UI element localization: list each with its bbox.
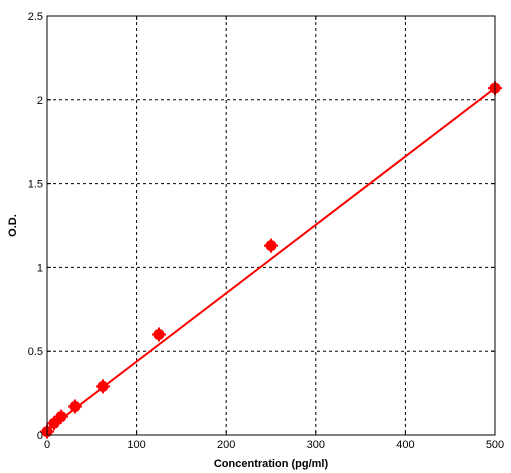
y-tick-label: 2.5 bbox=[28, 11, 43, 23]
axis-ticks: 0 100 200 300 400 500 0 0.5 1 1.5 2 2.5 bbox=[28, 11, 504, 451]
plot-frame bbox=[46, 15, 496, 436]
y-tick-label: 0 bbox=[37, 430, 43, 442]
x-tick-label: 300 bbox=[307, 439, 325, 451]
y-tick-label: 1 bbox=[37, 262, 43, 274]
x-axis-title: Concentration (pg/ml) bbox=[214, 458, 329, 470]
data-point-marker bbox=[53, 409, 68, 424]
data-point-marker bbox=[68, 399, 82, 414]
y-tick-label: 2 bbox=[37, 95, 43, 107]
x-tick-label: 400 bbox=[396, 439, 414, 451]
fit-line-group bbox=[46, 87, 496, 431]
y-tick-label: 0.5 bbox=[28, 346, 43, 358]
data-points bbox=[40, 81, 502, 439]
x-tick-label: 500 bbox=[486, 439, 504, 451]
data-point-marker bbox=[264, 238, 278, 253]
data-point-marker bbox=[96, 379, 110, 394]
fit-line bbox=[46, 87, 496, 431]
grid bbox=[47, 16, 495, 435]
x-tick-label: 200 bbox=[217, 439, 235, 451]
data-point-marker bbox=[152, 327, 166, 342]
x-tick-label: 0 bbox=[44, 439, 50, 451]
data-point-marker bbox=[46, 416, 61, 431]
y-tick-label: 1.5 bbox=[28, 179, 43, 191]
y-axis-title: O.D. bbox=[7, 214, 19, 237]
x-tick-label: 100 bbox=[127, 439, 145, 451]
